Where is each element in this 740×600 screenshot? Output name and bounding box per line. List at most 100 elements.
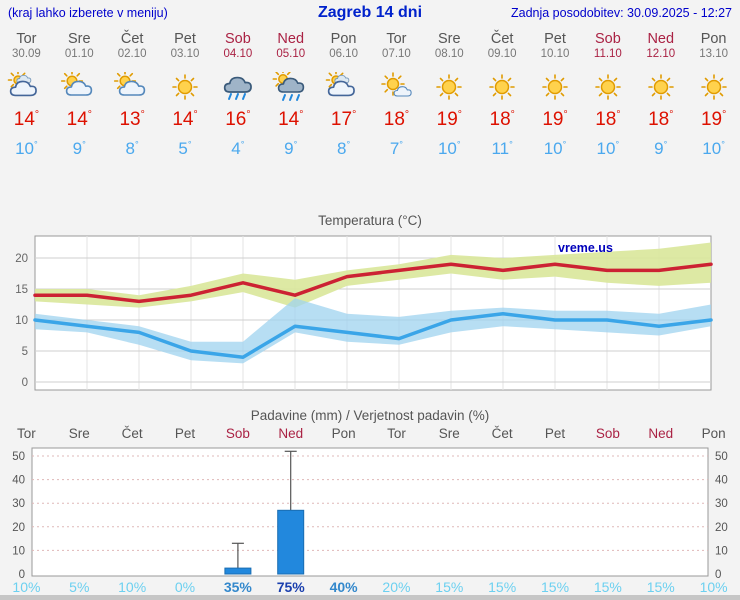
day-column-9[interactable]: Sre 08.10 19° 10°	[423, 31, 476, 159]
sun-rays	[647, 74, 674, 100]
sun-rays	[436, 74, 463, 100]
temp-high: 18°	[383, 109, 410, 130]
precip-day-label: Tor	[17, 426, 36, 441]
temp-high: 14°	[66, 109, 92, 130]
day-date: 08.10	[434, 48, 464, 60]
precip-probability: 10%	[118, 579, 147, 595]
day-name: Ned	[647, 31, 675, 47]
weather-icon-cell	[687, 72, 740, 102]
temp-high: 17°	[330, 109, 357, 130]
rain-sun-icon	[272, 72, 304, 101]
degree-symbol: °	[404, 109, 410, 121]
precip-probability: 20%	[382, 579, 411, 595]
temp-low: 9°	[72, 139, 86, 158]
y-tick-label-left: 40	[12, 475, 25, 487]
temp-high: 19°	[542, 109, 568, 130]
degree-symbol: °	[246, 109, 251, 121]
temp-low: 9°	[654, 139, 668, 158]
temp-low: 8°	[336, 139, 351, 158]
degree-symbol: °	[615, 139, 620, 150]
weather-icon-cell	[423, 72, 476, 102]
day-column-12[interactable]: Sob 11.10 18° 10°	[581, 31, 634, 159]
degree-symbol: °	[722, 109, 727, 121]
temp-high: 13°	[119, 109, 145, 130]
sunny-icon	[436, 74, 463, 100]
sunny-icon	[647, 74, 674, 100]
precip-day-label: Pon	[701, 426, 726, 441]
temp-low: 10°	[15, 139, 38, 158]
temp-low: 8°	[125, 139, 139, 158]
degree-symbol: °	[346, 139, 351, 150]
day-column-14[interactable]: Pon 13.10 19° 10°	[687, 31, 740, 159]
degree-symbol: °	[510, 109, 515, 121]
last-updated: Zadnja posodobitev: 30.09.2025 - 12:27	[510, 6, 732, 20]
day-name: Pet	[174, 31, 196, 47]
degree-symbol: °	[616, 109, 621, 121]
sunny-icon	[172, 74, 198, 100]
precip-day-label: Ned	[648, 426, 674, 441]
precip-day-label: Pet	[544, 426, 566, 441]
sunny-icon	[595, 74, 621, 100]
precip-probability: 40%	[329, 579, 358, 595]
precip-probability: 75%	[276, 579, 305, 595]
day-date: 13.10	[699, 48, 728, 60]
bottom-scrollbar[interactable]	[0, 595, 740, 600]
day-column-4[interactable]: Pet 03.10 14° 5°	[159, 31, 212, 159]
day-column-3[interactable]: Čet 02.10 13° 8°	[106, 31, 159, 159]
sun-rays	[595, 74, 621, 100]
precip-day-label: Čet	[121, 426, 143, 441]
precip-chart-title: Padavine (mm) / Verjetnost padavin (%)	[250, 408, 490, 423]
rain-drops	[281, 94, 300, 101]
day-column-7[interactable]: Pon 06.10 17° 8°	[317, 31, 370, 159]
day-column-2[interactable]: Sre 01.10 14° 9°	[53, 31, 106, 159]
precip-bar	[277, 509, 305, 575]
cloudy-icon	[8, 72, 38, 97]
partly-cloudy-icon	[61, 72, 93, 96]
day-date: 12.10	[646, 48, 676, 60]
precip-day-label: Ned	[278, 426, 304, 441]
day-date: 03.10	[170, 48, 200, 60]
day-column-8[interactable]: Tor 07.10 18° 7°	[370, 31, 423, 159]
weather-icon-cell	[581, 72, 634, 102]
watermark-link[interactable]: vreme.us	[558, 241, 613, 255]
precip-days-row: Tor Sre Čet Pet Sob Ned Pon Tor Sre Čet Pet Sob Ned P…	[0, 426, 740, 441]
precip-probability: 15%	[435, 579, 464, 595]
degree-symbol: °	[352, 109, 357, 121]
temp-high: 19°	[436, 109, 462, 130]
temp-chart-title: Temperatura (°C)	[318, 213, 422, 228]
rain-drops	[227, 93, 246, 100]
weather-icon-cell	[370, 72, 423, 102]
precip-day-label: Sre	[438, 426, 460, 441]
weather-icon-cell	[317, 72, 370, 102]
temp-low: 7°	[389, 139, 404, 158]
day-column-13[interactable]: Ned 12.10 18° 9°	[634, 31, 687, 159]
degree-symbol: °	[562, 139, 567, 150]
day-date: 02.10	[117, 48, 147, 60]
day-column-6[interactable]: Ned 05.10 14° 9°	[264, 31, 317, 159]
day-column-10[interactable]: Čet 09.10 18° 11°	[476, 31, 529, 159]
degree-symbol: °	[509, 139, 513, 150]
degree-symbol: °	[34, 139, 38, 150]
temp-low: 10°	[543, 139, 567, 158]
day-name: Sob	[224, 31, 251, 47]
temp-high: 16°	[225, 109, 251, 130]
temp-high: 19°	[700, 109, 727, 130]
weather-icon-cell	[476, 72, 529, 102]
day-column-1[interactable]: Tor 30.09 14° 10°	[0, 31, 53, 159]
sun-rays	[489, 74, 515, 100]
temp-low: 4°	[231, 139, 245, 158]
day-name: Pon	[330, 31, 357, 47]
y-tick-label-right: 0	[715, 569, 721, 578]
day-name: Tor	[386, 31, 407, 47]
degree-symbol: °	[187, 139, 192, 150]
y-tick-label-right: 20	[715, 522, 728, 534]
day-column-5[interactable]: Sob 04.10 16° 4°	[211, 31, 264, 159]
day-name: Ned	[277, 31, 305, 47]
day-name: Sre	[68, 31, 91, 47]
day-name: Sre	[438, 31, 461, 47]
min-temp-band	[35, 298, 711, 364]
day-name: Čet	[490, 31, 514, 47]
day-column-11[interactable]: Pet 10.10 19° 10°	[529, 31, 582, 159]
day-name: Čet	[120, 31, 144, 47]
temp-min-line	[33, 312, 713, 359]
